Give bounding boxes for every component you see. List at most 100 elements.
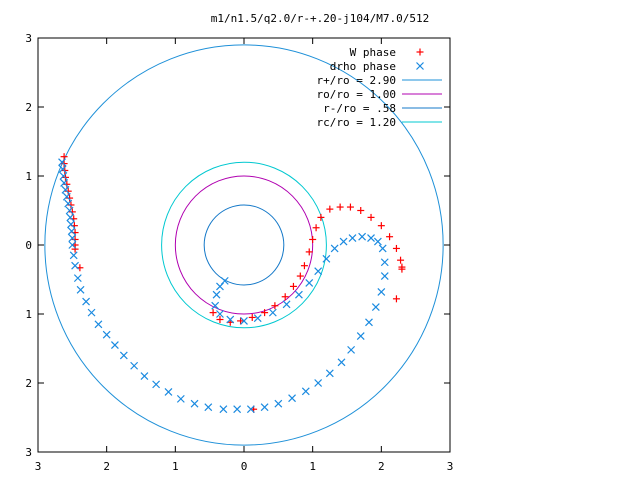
cross-point: [71, 261, 80, 270]
cross-point: [240, 316, 248, 325]
cross-point: [59, 172, 68, 180]
cross-point: [356, 332, 365, 341]
cross-point: [371, 303, 380, 312]
plus-point: [305, 248, 313, 256]
cross-point: [288, 394, 296, 403]
plus-point: [68, 208, 76, 216]
cross-point: [348, 234, 357, 243]
y-tick-label: 0: [25, 239, 32, 252]
cross-point: [246, 405, 255, 414]
x-tick-label: 1: [309, 460, 316, 473]
cross-point: [226, 315, 235, 324]
plus-point: [392, 295, 400, 303]
plus-point: [289, 282, 297, 290]
series-1: [58, 158, 389, 414]
x-axis: 3 2 1 0 1 2 3: [35, 38, 454, 473]
cross-point: [176, 394, 185, 403]
cross-point: [219, 405, 228, 414]
circle-3: [161, 161, 327, 329]
cross-point: [330, 244, 339, 253]
cross-point: [220, 276, 229, 285]
cross-point: [68, 234, 77, 243]
plus-point: [248, 313, 256, 321]
series-0: [60, 153, 406, 413]
cross-point: [67, 220, 75, 229]
data-series: [58, 153, 406, 414]
legend-label-circle: rc/ro = 1.20: [317, 116, 396, 129]
circle-1: [174, 175, 314, 315]
plus-point: [357, 207, 365, 214]
cross-point: [94, 320, 103, 329]
cross-point: [322, 254, 331, 263]
cross-point: [325, 369, 334, 378]
cross-point: [260, 403, 269, 412]
plus-point: [386, 233, 394, 241]
plus-point: [336, 203, 344, 211]
cross-point: [373, 237, 382, 246]
cross-point: [204, 403, 213, 412]
x-tick-label: 3: [35, 460, 42, 473]
x-tick-label: 0: [241, 460, 248, 473]
y-tick-label: 3: [25, 446, 32, 459]
cross-point: [110, 341, 119, 349]
y-tick-label: 2: [25, 101, 32, 114]
x-tick-label: 2: [378, 460, 385, 473]
cross-point: [82, 297, 90, 306]
y-tick-label: 3: [25, 32, 32, 45]
plus-point: [209, 309, 217, 317]
cross-point: [212, 290, 221, 299]
cross-point: [164, 388, 173, 396]
cross-point: [305, 279, 314, 287]
cross-point: [253, 314, 262, 323]
cross-point: [314, 379, 323, 387]
cross-point: [233, 405, 242, 414]
plus-point: [281, 293, 289, 301]
cross-point: [87, 308, 96, 317]
y-tick-label: 1: [25, 170, 32, 183]
plus-point: [317, 213, 325, 221]
plus-point: [71, 245, 79, 253]
cross-point: [67, 227, 76, 236]
x-tick-label: 1: [172, 460, 179, 473]
cross-point: [378, 244, 387, 253]
y-axis: 3 2 1 0 1 2 3: [25, 32, 450, 459]
cross-point: [69, 251, 78, 260]
cross-point: [268, 308, 277, 317]
cross-point: [68, 241, 77, 249]
cross-point: [365, 318, 373, 327]
cross-point: [314, 267, 323, 276]
plus-point: [63, 180, 71, 188]
cross-point: [274, 399, 283, 408]
plus-point: [261, 309, 269, 317]
x-tick-label: 2: [103, 460, 110, 473]
cross-point: [130, 361, 139, 370]
cross-point: [211, 301, 220, 310]
reference-circles: [44, 44, 444, 446]
plus-point: [398, 265, 406, 273]
circle-0: [44, 44, 444, 446]
plus-point: [296, 272, 304, 280]
plus-point: [216, 316, 224, 324]
cross-point: [337, 358, 346, 367]
cross-point: [216, 310, 224, 318]
cross-point: [190, 399, 199, 408]
plus-point: [271, 302, 279, 310]
cross-point: [119, 351, 128, 360]
plus-point: [367, 213, 375, 221]
cross-point: [66, 213, 75, 222]
cross-point: [295, 290, 303, 299]
plus-point: [66, 194, 74, 202]
plus-point: [326, 205, 334, 213]
cross-point: [58, 165, 67, 174]
x-tick-label: 3: [447, 460, 454, 473]
plus-point: [397, 256, 405, 264]
y-tick-label: 2: [25, 377, 32, 390]
plus-point: [312, 224, 320, 232]
cross-point: [140, 372, 149, 381]
cross-point: [64, 199, 73, 208]
legend-label-circle: r+/ro = 2.90: [317, 74, 396, 87]
cross-point: [367, 234, 375, 243]
plus-point: [60, 153, 68, 161]
